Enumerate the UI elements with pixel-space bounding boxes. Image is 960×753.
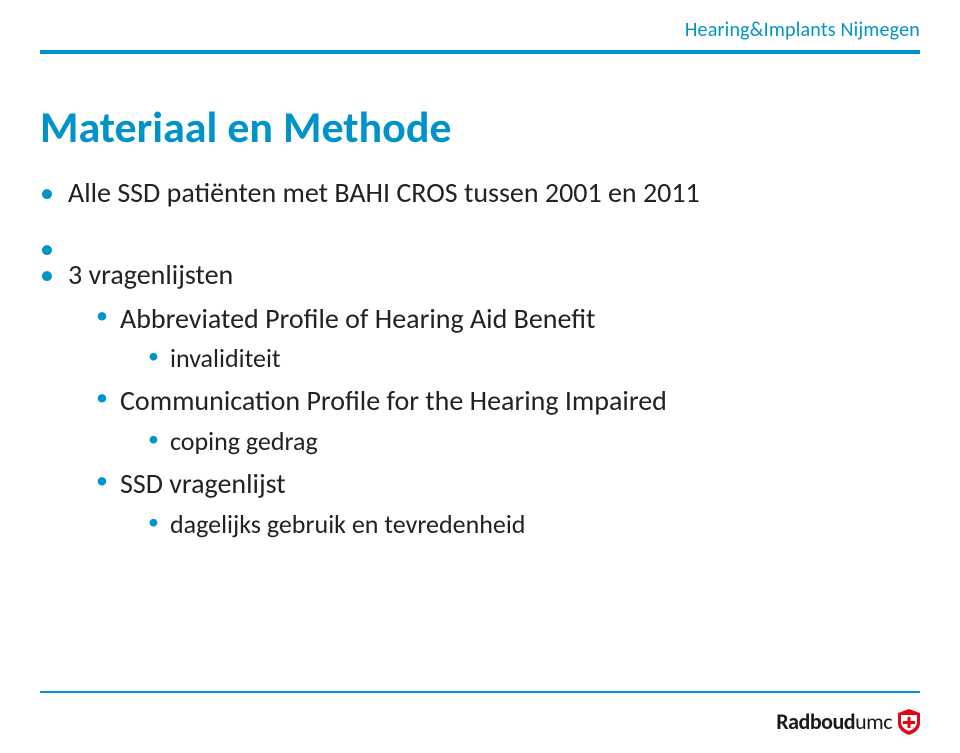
header-rule xyxy=(40,50,920,54)
footer-rule xyxy=(40,691,920,693)
footer-logo-bold: Radboud xyxy=(776,708,855,735)
footer-logo-light: umc xyxy=(855,708,892,735)
bullet-subsublist: coping gedrag xyxy=(148,424,920,459)
bullet-item: Alle SSD patiënten met BAHI CROS tussen … xyxy=(40,174,920,212)
bullet-subsubitem: dagelijks gebruik en tevredenheid xyxy=(148,507,920,542)
bullet-subitem: SSD vragenlijst dagelijks gebruik en tev… xyxy=(96,465,920,542)
bullet-subitem: Communication Profile for the Hearing Im… xyxy=(96,382,920,459)
bullet-text: Communication Profile for the Hearing Im… xyxy=(120,383,667,418)
footer-logo-text: Radboudumc xyxy=(776,708,892,735)
bullet-subsubitem: coping gedrag xyxy=(148,424,920,459)
footer-logo: Radboudumc xyxy=(776,708,920,735)
header-brand: Hearing&Implants Nijmegen xyxy=(685,18,920,42)
shield-icon xyxy=(898,709,920,735)
bullet-sublist: Abbreviated Profile of Hearing Aid Benef… xyxy=(96,300,920,543)
spacer xyxy=(40,230,920,238)
slide-content: Materiaal en Methode Alle SSD patiënten … xyxy=(40,100,920,560)
bullet-subsubitem: invaliditeit xyxy=(148,341,920,376)
bullet-text: 3 vragenlijsten xyxy=(68,257,233,292)
bullet-subsublist: invaliditeit xyxy=(148,341,920,376)
bullet-list: Alle SSD patiënten met BAHI CROS tussen … xyxy=(40,174,920,542)
bullet-text: Abbreviated Profile of Hearing Aid Benef… xyxy=(120,301,595,336)
bullet-subsublist: dagelijks gebruik en tevredenheid xyxy=(148,507,920,542)
bullet-text: SSD vragenlijst xyxy=(120,466,286,501)
bullet-item: 3 vragenlijsten Abbreviated Profile of H… xyxy=(40,256,920,542)
bullet-subitem: Abbreviated Profile of Hearing Aid Benef… xyxy=(96,300,920,377)
slide-title: Materiaal en Methode xyxy=(40,100,920,154)
